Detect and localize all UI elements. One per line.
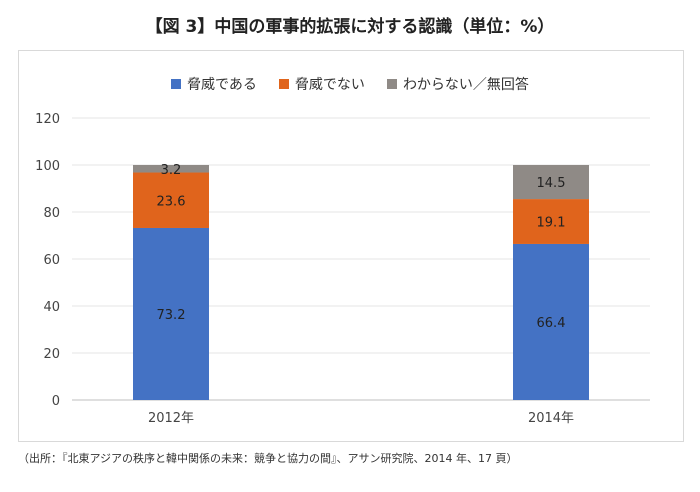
data-label: 3.2 [161,163,182,178]
source-note: （出所：『北東アジアの秩序と韓中関係の未来：競争と協力の間』、アサン研究院、20… [18,452,518,465]
y-tick-label: 60 [43,253,60,268]
legend-item-unknown: わからない／無回答 [386,74,529,94]
y-tick-label: 120 [35,112,60,127]
data-label: 73.2 [157,308,186,323]
y-tick-label: 0 [52,394,60,409]
data-label: 14.5 [537,176,566,191]
x-tick-label: 2012年 [148,411,194,426]
legend-swatch-threat [171,79,182,89]
bar-segment [513,165,589,200]
bar-segment [513,199,589,244]
y-tick-label: 80 [43,206,60,221]
y-tick-label: 100 [35,159,60,174]
bar-segment [133,165,209,173]
data-label: 19.1 [537,216,566,231]
bar-segment [133,172,209,228]
x-tick-label: 2014年 [528,411,574,426]
legend: 脅威である 脅威でない わからない／無回答 [0,74,700,94]
legend-label-threat: 脅威である [187,77,257,93]
legend-item-threat: 脅威である [171,74,257,94]
bar-segment [133,227,209,400]
legend-label-not-threat: 脅威でない [294,77,365,93]
data-label: 66.4 [537,316,566,331]
data-label: 23.6 [157,194,186,209]
bar-segment [513,243,589,400]
chart-title: 【図 3】中国の軍事的拡張に対する認識（単位：%） [145,17,555,37]
legend-item-not-threat: 脅威でない [278,74,365,94]
y-tick-label: 40 [43,300,60,315]
y-tick-label: 20 [43,347,60,362]
legend-swatch-unknown [386,79,397,89]
legend-swatch-not-threat [278,79,289,89]
legend-label-unknown: わからない／無回答 [402,77,529,93]
